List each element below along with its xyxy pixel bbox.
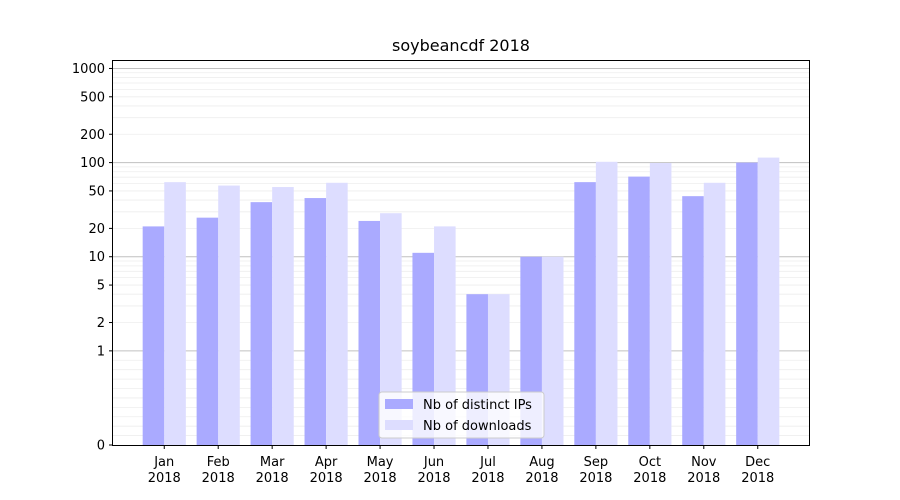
legend: Nb of distinct IPs Nb of downloads xyxy=(378,391,545,439)
y-tick-label: 200 xyxy=(80,128,105,143)
x-tick-label: Mar 2018 xyxy=(256,455,289,486)
x-tick-label-line: May xyxy=(367,455,394,470)
legend-swatch xyxy=(385,420,413,430)
legend-swatch xyxy=(385,399,413,409)
x-tick-label: Nov 2018 xyxy=(687,455,720,486)
bar-distinct-ips xyxy=(574,182,596,445)
x-tick-label-line: 2018 xyxy=(310,471,343,486)
y-tick-label: 2 xyxy=(97,316,105,331)
y-tick-label: 20 xyxy=(88,222,105,237)
bar-distinct-ips xyxy=(682,196,704,445)
bar-downloads xyxy=(541,256,564,445)
bar-downloads xyxy=(757,157,780,446)
x-tick-label-line: Sep xyxy=(584,455,609,470)
x-tick-label-line: Jul xyxy=(479,455,496,470)
x-tick-label-line: Nov xyxy=(691,455,717,470)
bar-distinct-ips xyxy=(628,176,650,445)
bar-downloads xyxy=(272,187,294,445)
y-tick-label: 500 xyxy=(80,90,105,105)
bar-downloads xyxy=(326,182,348,445)
y-axis-ticks: 0 1 2 5 10 20 50 100 200 500 1000 xyxy=(72,62,113,454)
bar-distinct-ips xyxy=(142,226,165,445)
x-tick-label: Jul 2018 xyxy=(471,455,504,486)
bar-downloads xyxy=(649,163,672,445)
y-tick-label: 0 xyxy=(97,439,105,454)
x-tick-label-line: 2018 xyxy=(471,471,504,486)
x-tick-label-line: Feb xyxy=(207,455,230,470)
x-tick-label: Jun 2018 xyxy=(417,455,450,486)
legend-box xyxy=(378,391,545,439)
x-tick-label-line: 2018 xyxy=(525,471,558,486)
y-tick-label: 1000 xyxy=(72,62,105,77)
x-tick-label-line: Apr xyxy=(315,455,338,470)
y-tick-label: 5 xyxy=(97,279,105,294)
y-tick-label: 10 xyxy=(88,250,105,265)
bar-distinct-ips xyxy=(736,162,758,445)
x-tick-label-line: 2018 xyxy=(148,471,181,486)
x-tick-label-line: 2018 xyxy=(633,471,666,486)
x-tick-label: Aug 2018 xyxy=(525,455,558,486)
x-tick-label-line: 2018 xyxy=(256,471,289,486)
x-tick-label-line: 2018 xyxy=(202,471,235,486)
bar-distinct-ips xyxy=(304,198,327,445)
x-tick-label-line: 2018 xyxy=(364,471,397,486)
x-tick-label-line: Aug xyxy=(529,455,554,470)
x-tick-label: Dec 2018 xyxy=(741,455,774,486)
x-tick-label-line: 2018 xyxy=(417,471,450,486)
legend-label: Nb of distinct IPs xyxy=(423,398,532,413)
x-tick-label-line: Mar xyxy=(260,455,285,470)
x-tick-label: Sep 2018 xyxy=(579,455,612,486)
bar-downloads xyxy=(595,161,618,445)
bar-distinct-ips xyxy=(250,202,273,445)
x-tick-label-line: Jan xyxy=(153,455,174,470)
x-tick-label-line: Jun xyxy=(423,455,444,470)
x-tick-label-line: 2018 xyxy=(579,471,612,486)
x-tick-label: Oct 2018 xyxy=(633,455,666,486)
x-tick-label-line: 2018 xyxy=(687,471,720,486)
y-tick-label: 1 xyxy=(97,344,105,359)
bar-downloads xyxy=(703,182,726,445)
y-tick-label: 50 xyxy=(88,184,105,199)
x-tick-label: Feb 2018 xyxy=(202,455,235,486)
chart-title: soybeancdf 2018 xyxy=(392,36,530,55)
x-tick-label-line: Oct xyxy=(639,455,661,470)
bar-downloads xyxy=(218,185,240,446)
bar-distinct-ips xyxy=(358,220,381,445)
bar-downloads xyxy=(380,213,402,445)
x-tick-label-line: Dec xyxy=(745,455,770,470)
x-tick-label: May 2018 xyxy=(364,455,397,486)
x-tick-label: Apr 2018 xyxy=(310,455,343,486)
legend-label: Nb of downloads xyxy=(423,419,532,434)
bar-downloads xyxy=(434,226,456,445)
x-tick-label: Jan 2018 xyxy=(148,455,181,486)
plot-frame xyxy=(112,60,810,446)
bar-distinct-ips xyxy=(196,217,219,445)
bar-downloads xyxy=(164,182,186,445)
y-tick-label: 100 xyxy=(80,156,105,171)
x-tick-label-line: 2018 xyxy=(741,471,774,486)
bars xyxy=(142,157,780,446)
